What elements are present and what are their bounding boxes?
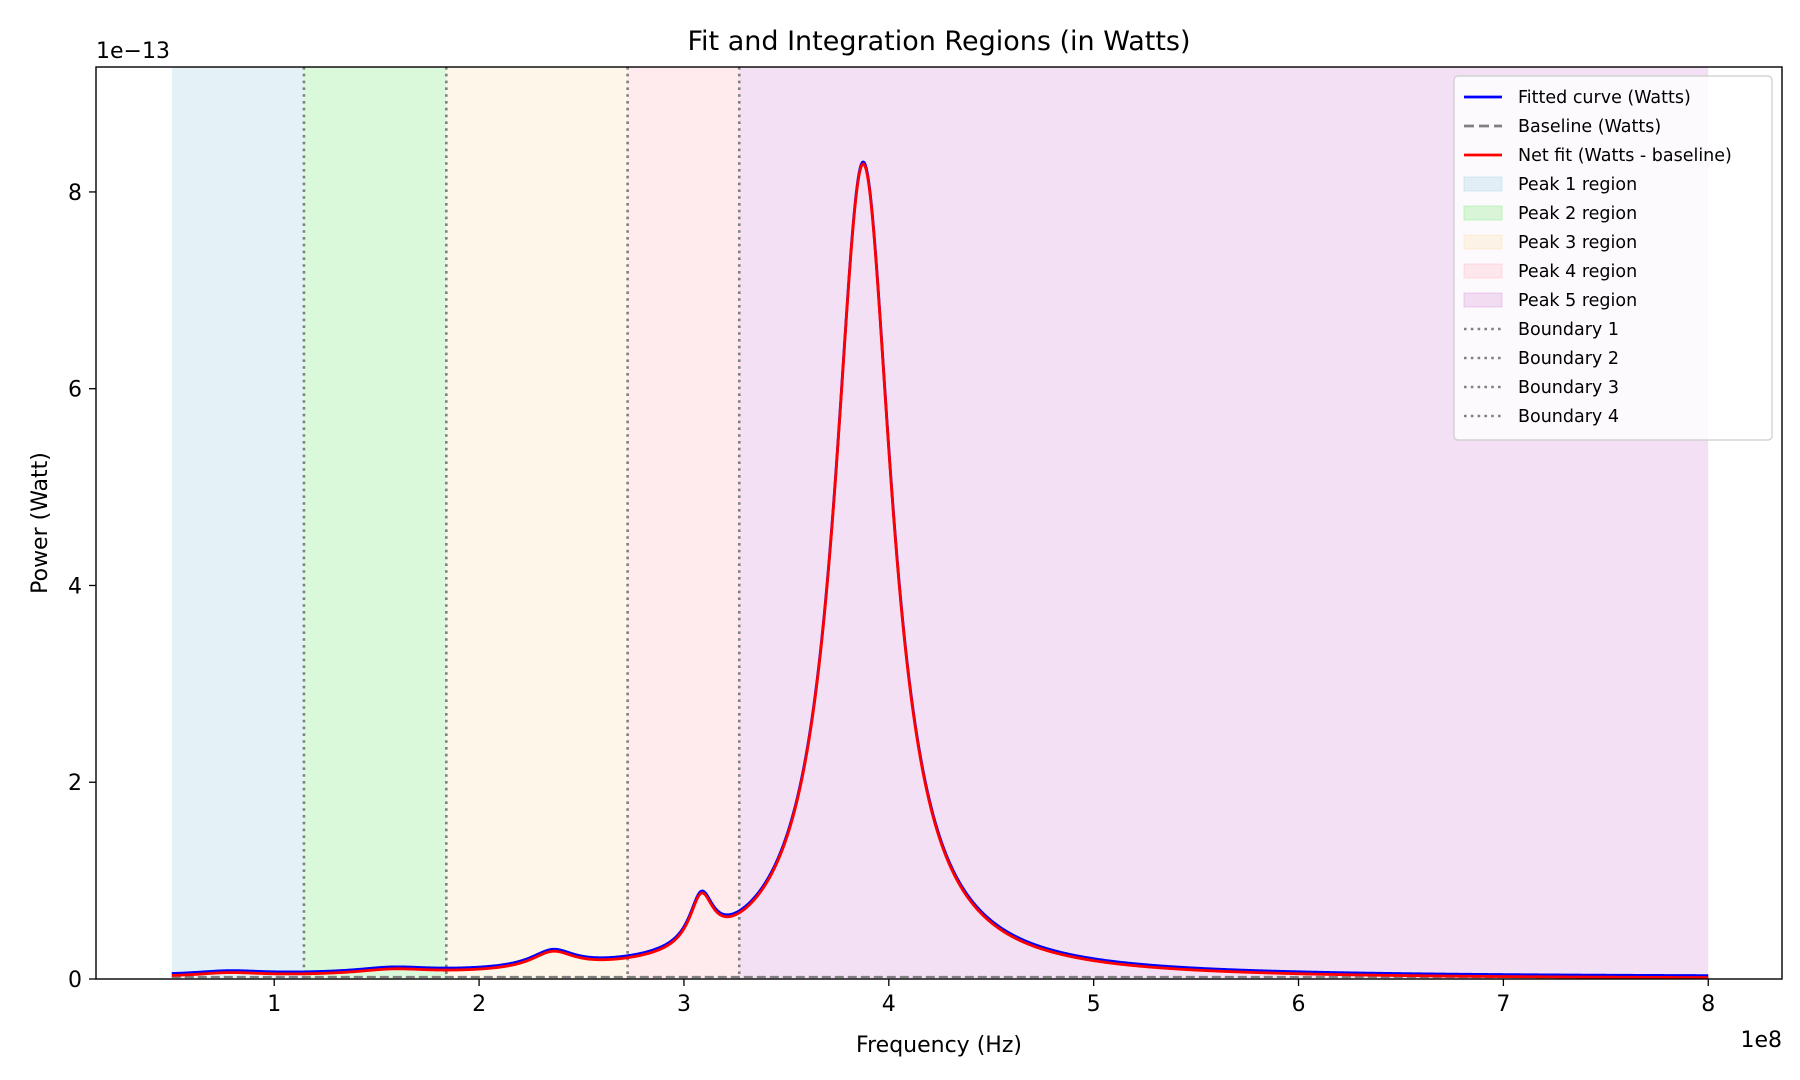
y-tick-label: 0 xyxy=(68,968,82,993)
peak-2-region xyxy=(303,67,447,979)
legend-entry-label: Peak 2 region xyxy=(1518,204,1637,224)
plot-area-frame xyxy=(95,66,1783,980)
net-fit-series-line xyxy=(171,162,1709,979)
legend-entry-label: Peak 4 region xyxy=(1518,262,1637,282)
boundary-lines xyxy=(302,67,741,979)
x-axis-ticks: 1 2 3 4 5 6 7 8 xyxy=(267,979,1715,1017)
x-tick-label: 6 xyxy=(1292,992,1306,1017)
y-axis-ticks: 0 2 4 6 8 xyxy=(68,181,96,993)
y-tick-label: 2 xyxy=(68,771,82,796)
chart-title: Fit and Integration Regions (in Watts) xyxy=(687,26,1190,57)
integration-regions xyxy=(171,67,1709,979)
x-tick-label: 7 xyxy=(1496,992,1510,1017)
legend-swatch-patch xyxy=(1463,205,1503,221)
peak-4-region xyxy=(627,67,740,979)
legend-entry-label: Boundary 4 xyxy=(1518,407,1619,427)
legend-swatch-patch xyxy=(1463,176,1503,192)
data-series xyxy=(171,160,1709,979)
x-axis-offset-label: 1e8 xyxy=(1740,1028,1782,1053)
legend-swatch-patch xyxy=(1463,292,1503,308)
legend-entry-label: Net fit (Watts - baseline) xyxy=(1518,146,1732,166)
x-tick-label: 8 xyxy=(1701,992,1715,1017)
y-axis-offset-label: 1e−13 xyxy=(96,39,170,64)
legend-box xyxy=(1453,75,1773,441)
legend-entry-label: Baseline (Watts) xyxy=(1518,117,1661,137)
x-tick-label: 2 xyxy=(472,992,486,1017)
y-tick-label: 8 xyxy=(68,181,82,206)
legend-swatch-patch xyxy=(1463,263,1503,279)
x-tick-label: 3 xyxy=(677,992,691,1017)
y-tick-label: 6 xyxy=(68,378,82,403)
legend-entry-label: Boundary 3 xyxy=(1518,378,1619,398)
y-tick-label: 4 xyxy=(68,574,82,599)
legend-entry-label: Peak 5 region xyxy=(1518,291,1637,311)
legend-entry-label: Boundary 2 xyxy=(1518,349,1619,369)
x-axis-label: Frequency (Hz) xyxy=(856,1033,1022,1058)
y-axis-label: Power (Watt) xyxy=(28,452,53,594)
legend-entry-label: Boundary 1 xyxy=(1518,320,1619,340)
peak-3-region xyxy=(446,67,628,979)
peak-1-region xyxy=(171,67,304,979)
legend-entry-label: Peak 1 region xyxy=(1518,175,1637,195)
legend-entry-label: Peak 3 region xyxy=(1518,233,1637,253)
legend-entry-label: Fitted curve (Watts) xyxy=(1518,88,1691,108)
legend-swatch-patch xyxy=(1463,234,1503,250)
x-tick-label: 4 xyxy=(882,992,896,1017)
x-tick-label: 5 xyxy=(1087,992,1101,1017)
x-tick-label: 1 xyxy=(267,992,281,1017)
chart-legend: Fitted curve (Watts) Baseline (Watts) Net … xyxy=(1453,75,1773,441)
